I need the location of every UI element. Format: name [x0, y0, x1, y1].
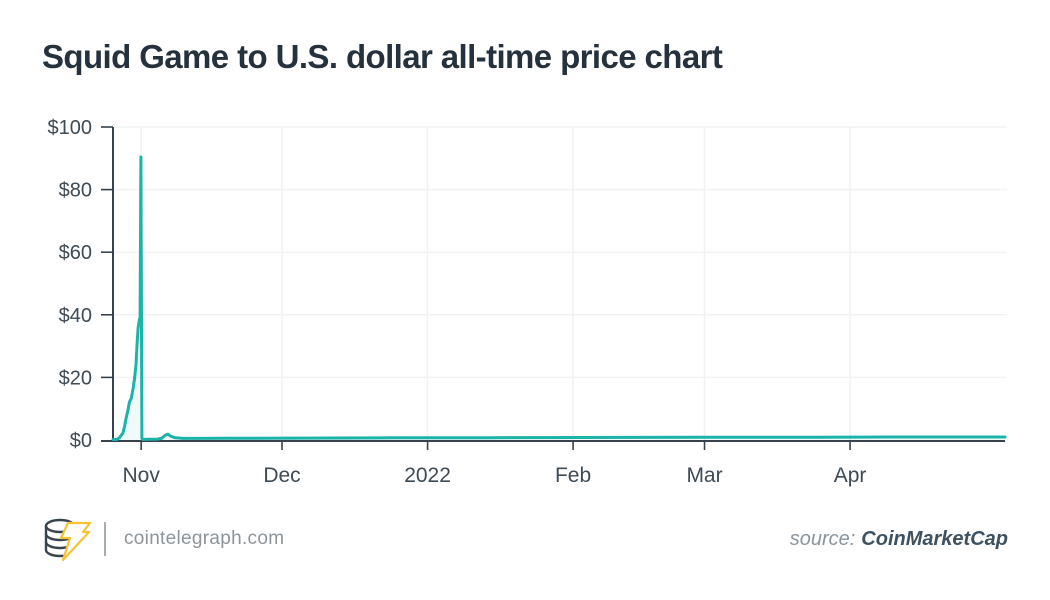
source-name: CoinMarketCap [861, 527, 1008, 550]
x-tick-label: Dec [263, 464, 300, 487]
y-tick-label: $20 [59, 367, 92, 389]
page-title: Squid Game to U.S. dollar all-time price… [42, 38, 723, 75]
y-tick-label: $40 [59, 305, 92, 327]
cointelegraph-logo-icon [44, 518, 92, 561]
price-line [111, 155, 1007, 441]
y-tick-label: $100 [48, 117, 93, 139]
footer-divider [104, 522, 106, 556]
y-tick-label: $60 [59, 242, 92, 264]
x-tick-label: Apr [834, 464, 867, 487]
price-area-fill [113, 157, 1005, 440]
x-tick-label: Mar [686, 464, 722, 487]
x-tick-label: Nov [122, 464, 160, 487]
footer-branding: cointelegraph.com [42, 517, 284, 561]
footer-site-text: cointelegraph.com [124, 528, 285, 549]
y-tick-label: $0 [70, 430, 92, 452]
footer-source: source: CoinMarketCap [790, 528, 1008, 551]
y-tick-label: $80 [59, 180, 92, 202]
x-tick-label: 2022 [404, 464, 451, 487]
source-label: source: [789, 527, 856, 550]
footer: cointelegraph.com source: CoinMarketCap [0, 517, 1050, 561]
x-tick-label: Feb [555, 464, 591, 487]
